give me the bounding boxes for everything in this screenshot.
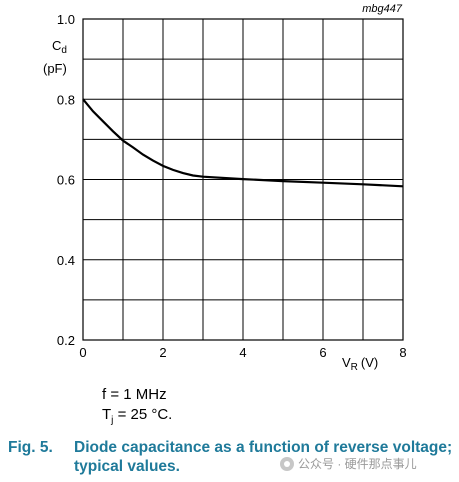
y-axis-subscript: d (61, 45, 67, 56)
watermark: 公众号 · 硬件那点事儿 (280, 455, 417, 472)
plot-frame (82, 18, 404, 341)
capacitance-curve (82, 98, 404, 188)
y-tick-label: 1.0 (57, 12, 75, 27)
x-tick-label: 6 (319, 345, 326, 360)
test-conditions: f = 1 MHz Tj = 25 °C. (102, 385, 172, 431)
x-tick-label: 8 (399, 345, 406, 360)
wechat-icon (280, 456, 294, 471)
x-tick-label: 2 (159, 345, 166, 360)
x-axis-unit: (V) (361, 355, 378, 370)
y-tick-labels: 0.2 0.4 0.6 0.8 1.0 (57, 12, 75, 348)
y-tick-label: 0.8 (57, 92, 75, 107)
figure-code: mbg447 (362, 3, 403, 15)
temperature-symbol: T (102, 406, 112, 423)
x-axis-label: VR (V) (342, 355, 378, 373)
figure-number: Fig. 5. (8, 439, 53, 456)
x-axis-subscript: R (351, 362, 358, 373)
x-tick-labels: 0 2 4 6 8 (79, 345, 406, 360)
y-axis-unit: (pF) (43, 61, 67, 76)
watermark-text: 公众号 · 硬件那点事儿 (298, 457, 417, 471)
frequency-condition: f = 1 MHz (102, 386, 167, 403)
capacitance-chart: 0.2 0.4 0.6 0.8 1.0 0 2 4 6 8 mbg447 Cd (pF) VR(… (43, 3, 407, 373)
x-axis-symbol: V (342, 355, 351, 370)
figure-caption-text: Diode capacitance as a function of rever… (74, 439, 453, 475)
y-axis-label: Cd (52, 38, 67, 56)
x-tick-label: 0 (79, 345, 86, 360)
temperature-condition: Tj = 25 °C. (102, 405, 172, 431)
x-tick-label: 4 (239, 345, 246, 360)
y-tick-label: 0.2 (57, 333, 75, 348)
y-tick-label: 0.4 (57, 253, 75, 268)
temperature-value: = 25 °C. (113, 406, 173, 423)
y-axis-symbol: C (52, 38, 61, 53)
temperature-subscript: j (111, 415, 114, 426)
y-tick-label: 0.6 (57, 173, 75, 188)
